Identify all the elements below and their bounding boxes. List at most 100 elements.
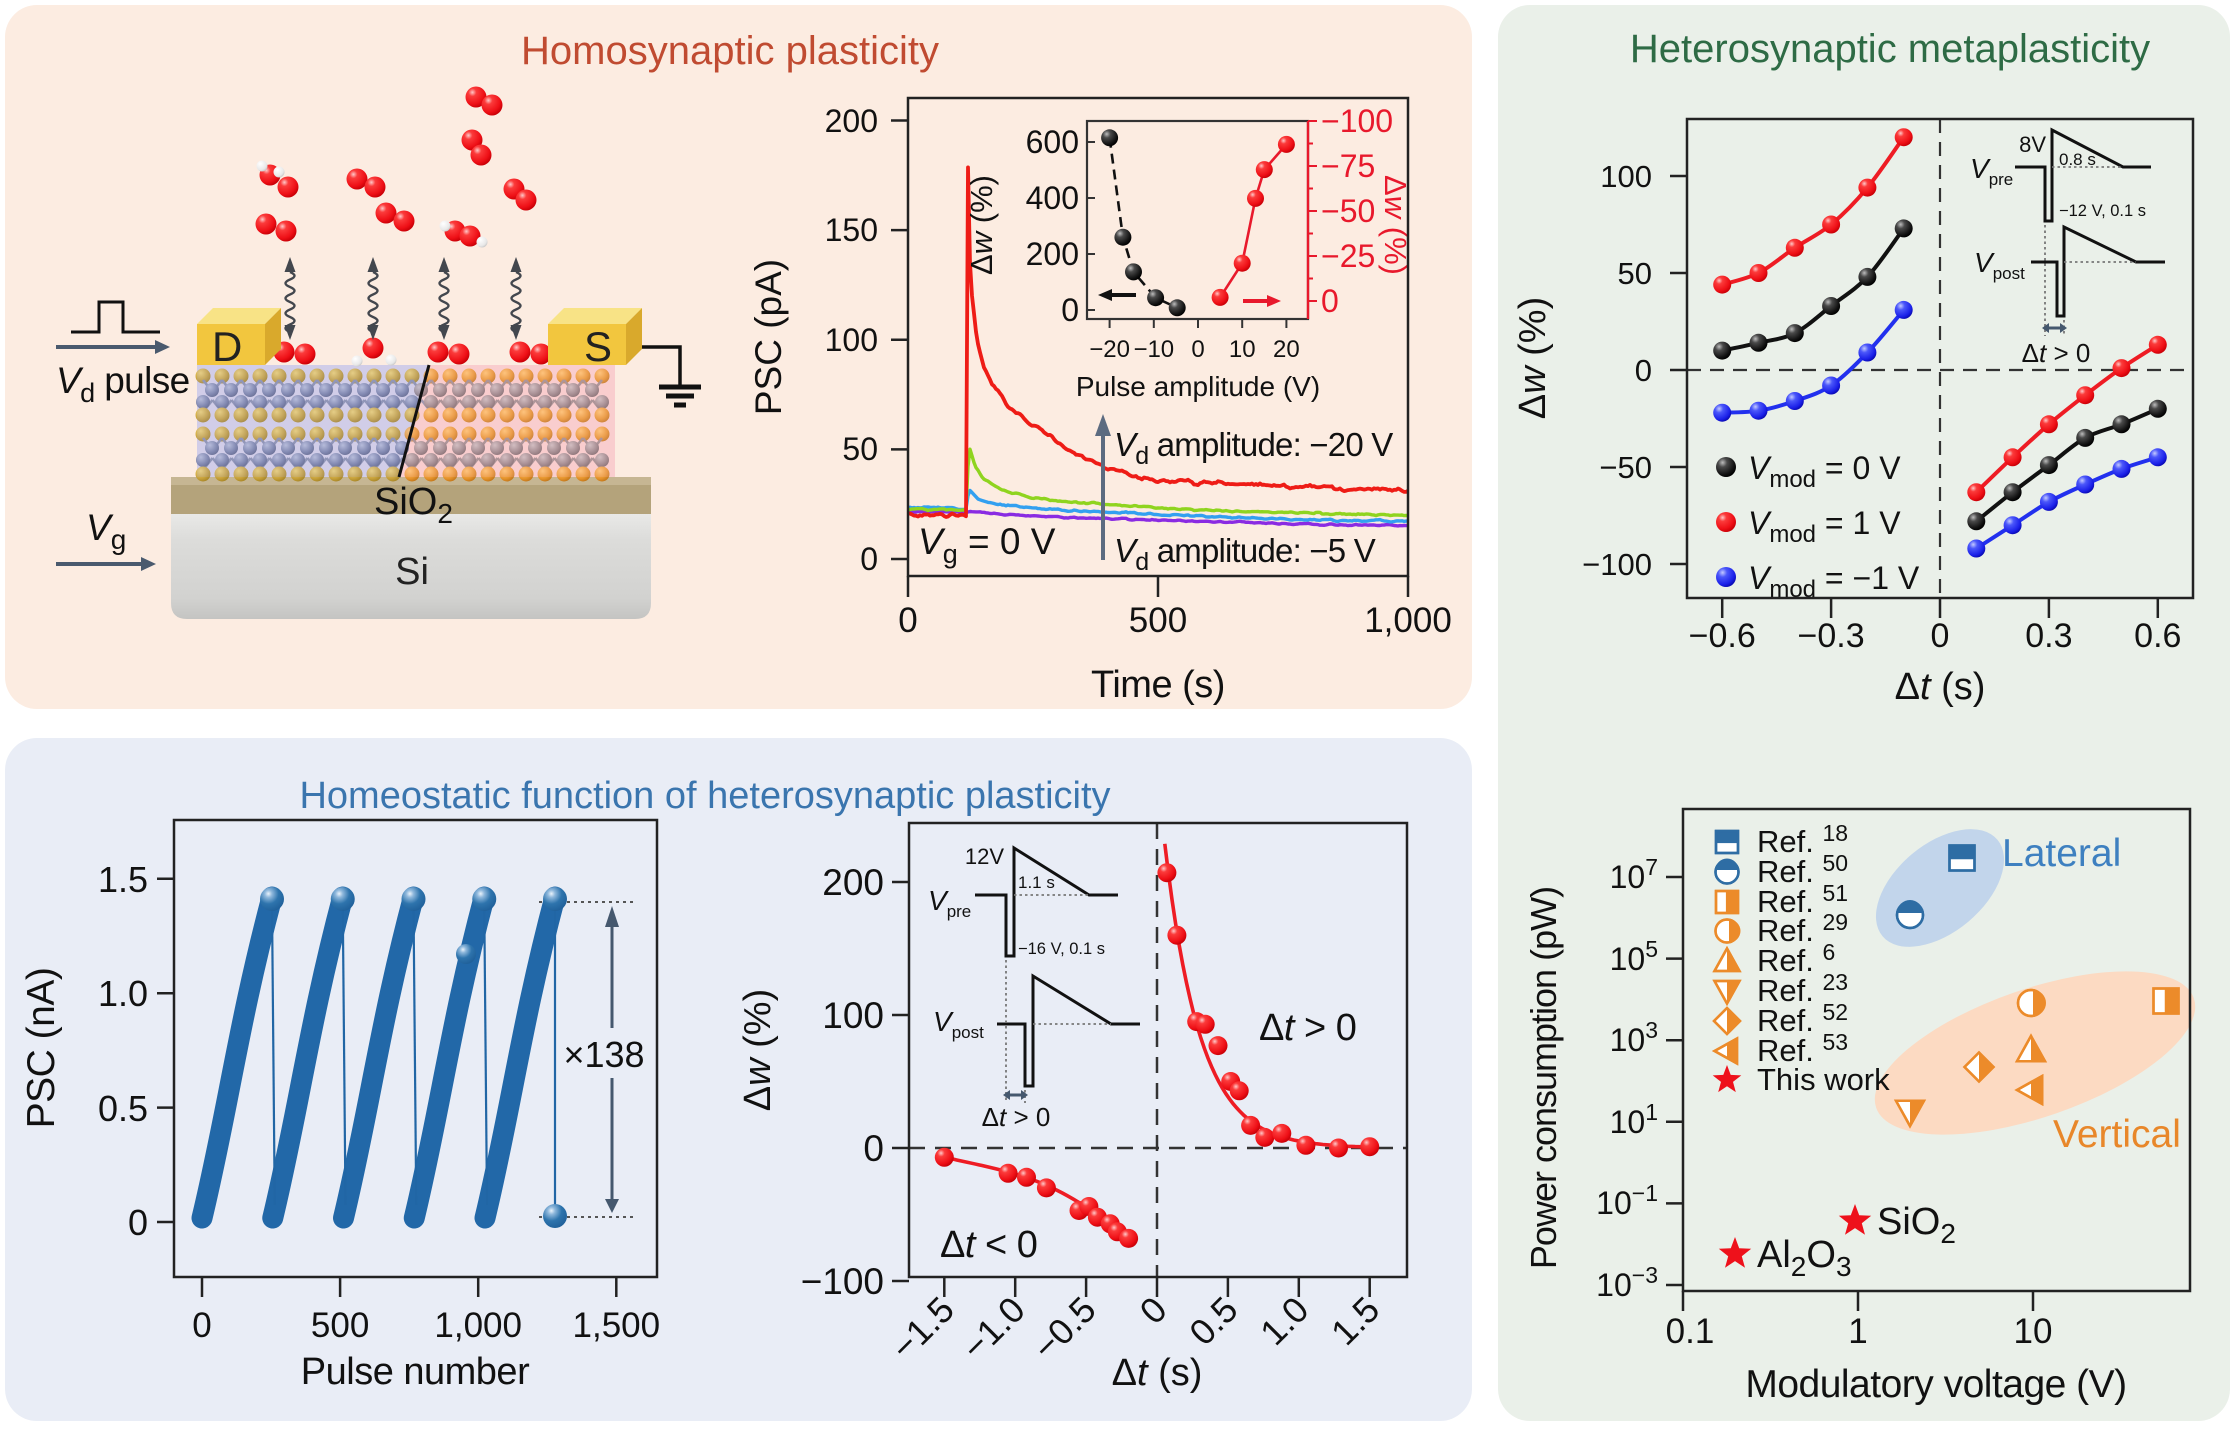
svg-text:200: 200 — [1026, 236, 1079, 272]
svg-text:101: 101 — [1610, 1099, 1658, 1140]
svg-text:Δt > 0: Δt > 0 — [1259, 1007, 1356, 1049]
svg-text:0: 0 — [898, 601, 917, 640]
svg-text:−75: −75 — [1321, 148, 1375, 184]
svg-text:D: D — [212, 323, 242, 370]
svg-text:Vertical: Vertical — [2053, 1113, 2181, 1156]
svg-text:10: 10 — [2014, 1312, 2053, 1351]
svg-text:50: 50 — [1618, 256, 1652, 291]
svg-text:105: 105 — [1610, 936, 1658, 977]
svg-text:0: 0 — [1635, 353, 1652, 388]
svg-text:600: 600 — [1026, 124, 1079, 160]
svg-text:Homeostatic function of hetero: Homeostatic function of heterosynaptic p… — [299, 775, 1110, 817]
svg-text:Homosynaptic plasticity: Homosynaptic plasticity — [521, 29, 939, 73]
svg-text:PSC (nA): PSC (nA) — [20, 968, 63, 1129]
svg-text:Ref. 51: Ref. 51 — [1757, 880, 1848, 919]
svg-text:1: 1 — [1848, 1312, 1867, 1351]
svg-text:Vpre: Vpre — [1970, 153, 2013, 189]
svg-text:0: 0 — [860, 541, 878, 577]
svg-text:12V: 12V — [965, 844, 1004, 869]
svg-text:Al2O3: Al2O3 — [1757, 1234, 1852, 1282]
svg-text:×138: ×138 — [563, 1034, 644, 1075]
svg-text:This work: This work — [1757, 1062, 1890, 1097]
svg-text:1.5: 1.5 — [98, 859, 148, 900]
svg-text:Vg: Vg — [86, 507, 126, 555]
svg-text:1,000: 1,000 — [1364, 601, 1452, 640]
svg-text:0.8 s: 0.8 s — [2059, 150, 2096, 169]
svg-text:0.5: 0.5 — [98, 1088, 148, 1129]
svg-text:100: 100 — [822, 995, 884, 1036]
svg-text:Δt (s): Δt (s) — [1895, 666, 1986, 708]
svg-text:0: 0 — [192, 1306, 211, 1345]
svg-text:Ref. 6: Ref. 6 — [1757, 939, 1835, 978]
svg-text:1.0: 1.0 — [98, 973, 148, 1014]
svg-text:Δt > 0: Δt > 0 — [982, 1102, 1051, 1132]
svg-text:400: 400 — [1026, 180, 1079, 216]
svg-text:Δt > 0: Δt > 0 — [2022, 338, 2091, 368]
svg-text:−50: −50 — [1321, 193, 1375, 229]
svg-text:Vmod = 1 V: Vmod = 1 V — [1748, 505, 1901, 548]
svg-text:−0.3: −0.3 — [1798, 617, 1865, 655]
svg-text:Vd amplitude: −20 V: Vd amplitude: −20 V — [1114, 426, 1393, 470]
svg-text:Vmod = 0 V: Vmod = 0 V — [1748, 450, 1901, 493]
svg-text:−20: −20 — [1089, 336, 1130, 363]
svg-text:20: 20 — [1273, 336, 1300, 363]
svg-text:103: 103 — [1610, 1017, 1658, 1058]
svg-text:200: 200 — [825, 103, 878, 139]
svg-text:Vd amplitude: −5 V: Vd amplitude: −5 V — [1114, 532, 1376, 576]
svg-text:−12 V, 0.1 s: −12 V, 0.1 s — [2059, 202, 2146, 220]
svg-text:Δt < 0: Δt < 0 — [940, 1224, 1037, 1266]
svg-text:Ref. 53: Ref. 53 — [1757, 1029, 1848, 1068]
svg-text:Vpre: Vpre — [928, 885, 971, 921]
svg-text:10−1: 10−1 — [1596, 1180, 1658, 1221]
svg-text:0.3: 0.3 — [2025, 617, 2072, 655]
svg-text:S: S — [584, 323, 612, 370]
svg-text:Vmod = −1 V: Vmod = −1 V — [1748, 560, 1920, 603]
svg-text:−50: −50 — [1599, 450, 1652, 485]
svg-text:500: 500 — [1129, 601, 1187, 640]
svg-text:Lateral: Lateral — [2002, 832, 2121, 875]
svg-text:−1.5: −1.5 — [883, 1289, 962, 1368]
svg-text:200: 200 — [822, 862, 884, 903]
svg-text:−16 V, 0.1 s: −16 V, 0.1 s — [1018, 940, 1105, 958]
svg-text:1,500: 1,500 — [573, 1306, 661, 1345]
svg-text:150: 150 — [825, 212, 878, 248]
svg-text:10−3: 10−3 — [1596, 1262, 1658, 1303]
svg-text:0: 0 — [1191, 336, 1204, 363]
svg-text:0: 0 — [1931, 617, 1950, 655]
svg-text:PSC (pA): PSC (pA) — [748, 259, 789, 415]
svg-text:100: 100 — [1600, 159, 1652, 194]
svg-text:−100: −100 — [801, 1261, 884, 1302]
svg-text:Vg = 0 V: Vg = 0 V — [918, 521, 1056, 569]
svg-text:Δw (%): Δw (%) — [964, 175, 999, 275]
svg-text:0.1: 0.1 — [1666, 1312, 1715, 1351]
svg-text:0.5: 0.5 — [1181, 1289, 1245, 1353]
svg-text:8V: 8V — [2019, 132, 2046, 157]
svg-text:100: 100 — [825, 322, 878, 358]
svg-text:Pulse number: Pulse number — [301, 1351, 530, 1393]
svg-text:1,000: 1,000 — [434, 1306, 522, 1345]
svg-text:Δw (%): Δw (%) — [1512, 297, 1554, 420]
svg-text:−100: −100 — [1321, 103, 1393, 139]
svg-text:0.6: 0.6 — [2134, 617, 2181, 655]
svg-text:1.1 s: 1.1 s — [1018, 873, 1055, 892]
svg-text:10: 10 — [1229, 336, 1256, 363]
svg-text:−100: −100 — [1582, 547, 1652, 582]
svg-text:−0.6: −0.6 — [1689, 617, 1756, 655]
svg-text:Heterosynaptic metaplasticity: Heterosynaptic metaplasticity — [1630, 27, 2150, 71]
svg-text:Power consumption (pW): Power consumption (pW) — [1523, 887, 1564, 1269]
svg-text:0: 0 — [863, 1128, 884, 1169]
svg-text:SiO2: SiO2 — [1877, 1201, 1956, 1249]
svg-text:1.0: 1.0 — [1252, 1289, 1316, 1353]
svg-text:−0.5: −0.5 — [1025, 1289, 1104, 1368]
svg-text:Δt (s): Δt (s) — [1112, 1352, 1203, 1394]
svg-text:−25: −25 — [1321, 238, 1375, 274]
svg-text:0: 0 — [1132, 1289, 1175, 1332]
svg-text:0: 0 — [1061, 292, 1079, 328]
svg-text:Time (s): Time (s) — [1091, 664, 1225, 706]
svg-text:Pulse amplitude (V): Pulse amplitude (V) — [1076, 371, 1320, 402]
svg-text:107: 107 — [1610, 854, 1658, 895]
svg-text:Vpost: Vpost — [1974, 247, 2025, 283]
svg-text:50: 50 — [842, 431, 878, 467]
svg-text:Δw (%): Δw (%) — [737, 989, 779, 1112]
svg-text:Si: Si — [395, 551, 429, 593]
